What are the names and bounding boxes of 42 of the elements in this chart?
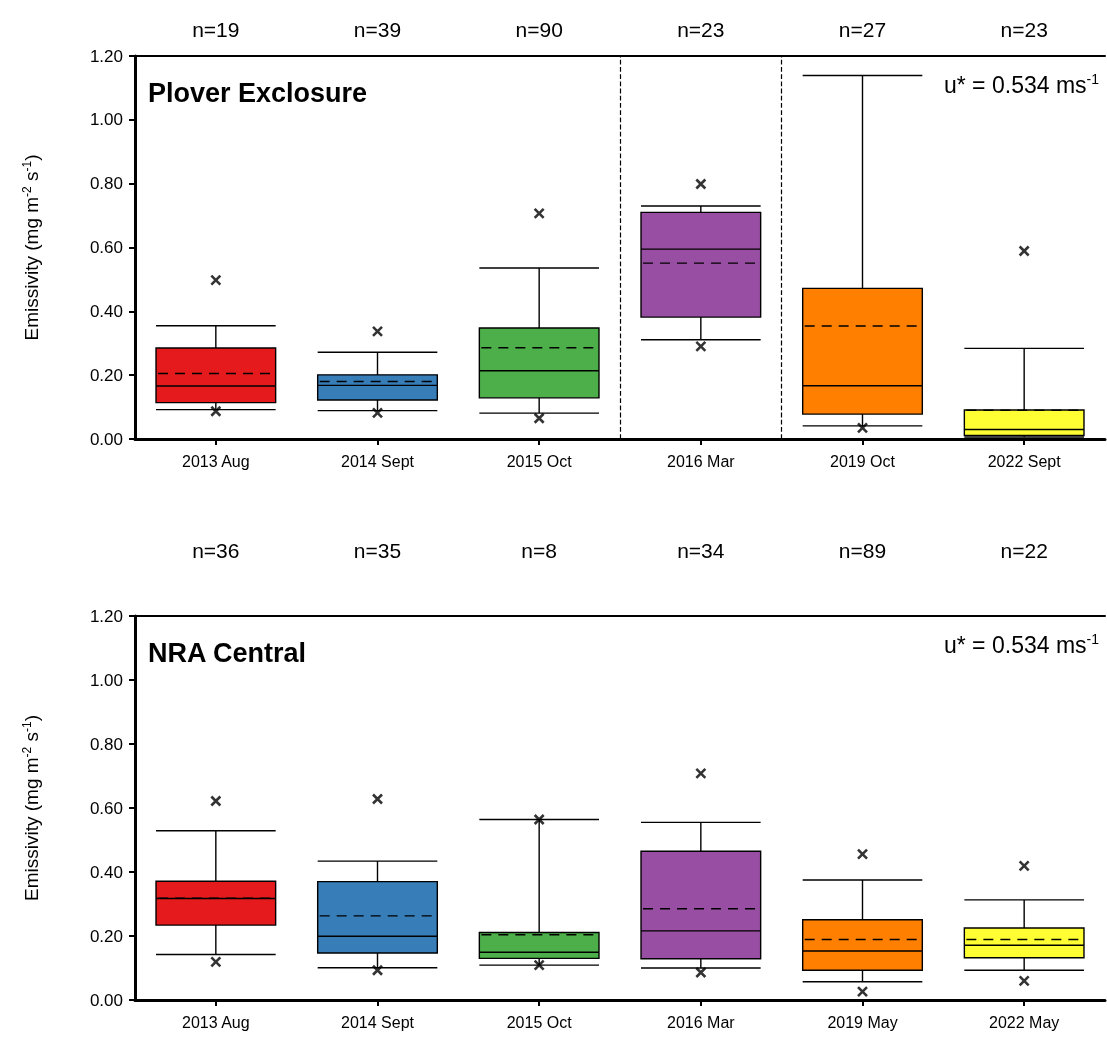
x-tick-label: 2022 May xyxy=(989,1013,1060,1031)
y-tick-label: 0.80 xyxy=(89,174,123,194)
text: n=89 xyxy=(838,539,887,562)
x-tick-label: 2016 Mar xyxy=(667,452,736,470)
text: n=8 xyxy=(521,539,557,562)
text: n=34 xyxy=(677,539,725,562)
x-tick-label: 2019 May xyxy=(827,1013,898,1031)
x-tick-label: 2014 Sept xyxy=(341,1013,415,1031)
x-tick-label: 2015 Oct xyxy=(506,1013,573,1031)
text: n=23 xyxy=(1000,18,1048,41)
text: n=36 xyxy=(192,539,240,562)
text: n=19 xyxy=(192,18,240,41)
y-tick-label: 1.20 xyxy=(89,46,123,66)
x-tick-label: 2022 Sept xyxy=(987,452,1062,470)
y-axis-title: Emissivity (mg m-2 s-1) xyxy=(19,715,43,901)
y-tick-label: 1.20 xyxy=(89,606,123,626)
x-tick-label: 2013 Aug xyxy=(182,1013,250,1031)
text: Plover Exclosure xyxy=(148,77,368,108)
y-tick-label: 0.80 xyxy=(89,734,123,754)
y-tick-label: 0.40 xyxy=(89,301,123,321)
x-tick-label: 2019 Oct xyxy=(830,452,896,470)
y-tick-label: 0.00 xyxy=(89,429,123,449)
text: n=35 xyxy=(353,539,402,562)
y-tick-label: 1.00 xyxy=(89,670,123,690)
text: n=22 xyxy=(1000,539,1048,562)
text: n=23 xyxy=(677,18,725,41)
y-tick-label: 0.20 xyxy=(89,365,123,385)
y-tick-label: 0.60 xyxy=(89,238,123,257)
x-tick-label: 2015 Oct xyxy=(506,452,573,470)
x-tick-label: 2014 Sept xyxy=(341,452,415,470)
y-axis-title: Emissivity (mg m-2 s-1) xyxy=(19,154,43,341)
y-tick-label: 1.00 xyxy=(89,110,123,130)
y-tick-label: 0.60 xyxy=(89,798,123,818)
y-tick-label: 0.40 xyxy=(89,862,123,882)
text: n=27 xyxy=(838,18,887,41)
text: NRA Central xyxy=(148,637,307,668)
x-tick-label: 2016 Mar xyxy=(667,1013,736,1031)
y-tick-label: 0.20 xyxy=(89,926,123,946)
text: n=90 xyxy=(515,18,563,41)
y-tick-label: 0.00 xyxy=(89,990,123,1010)
text: n=39 xyxy=(353,18,402,41)
x-tick-label: 2013 Aug xyxy=(182,452,250,470)
